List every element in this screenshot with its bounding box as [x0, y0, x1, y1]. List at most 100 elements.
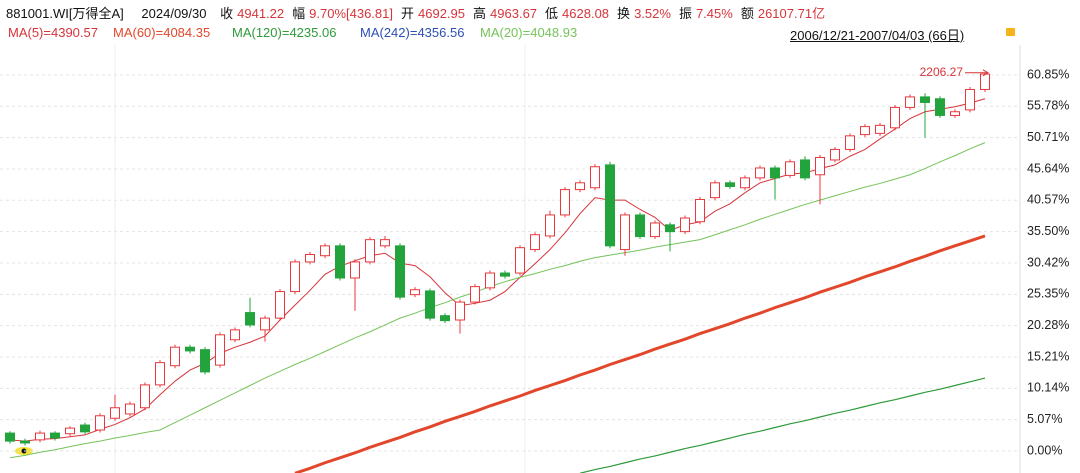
- candle-body: [545, 214, 555, 237]
- quote-value: 26107.71亿: [757, 6, 826, 21]
- legend-entry: MA(5)=4390.57: [8, 25, 98, 40]
- legend-entry: MA(120)=4235.06: [232, 25, 337, 40]
- quote-key: 幅: [292, 6, 306, 21]
- candle-body: [650, 222, 660, 238]
- candle-body: [725, 182, 735, 188]
- candle-body: [245, 312, 255, 326]
- date-range[interactable]: 2006/12/21-2007/04/03 (66日): [790, 28, 965, 43]
- candle-body: [35, 432, 45, 441]
- candle-body: [5, 432, 15, 442]
- plot-area: [5, 72, 990, 473]
- legend-entry: MA(60)=4084.35: [113, 25, 211, 40]
- annotation-arrowhead: [982, 69, 989, 77]
- candle-body: [230, 329, 240, 341]
- candle-body: [605, 164, 615, 247]
- candle-body: [620, 214, 630, 251]
- candle-body: [575, 182, 585, 191]
- candle-body: [860, 126, 870, 136]
- quote-value: 9.70%[436.81]: [309, 6, 393, 21]
- candle-body: [410, 289, 420, 296]
- y-tick-label: 55.78%: [1027, 99, 1069, 113]
- y-tick-label: 40.57%: [1027, 193, 1069, 207]
- candle-body: [695, 198, 705, 223]
- legend-entry: MA(242)=4356.56: [360, 25, 465, 40]
- y-tick-label: 50.71%: [1027, 130, 1069, 144]
- candle-body: [335, 245, 345, 279]
- y-tick-label: 25.35%: [1027, 287, 1069, 301]
- date: 2024/09/30: [141, 6, 207, 21]
- candle-body: [95, 415, 105, 431]
- candle-body: [770, 167, 780, 179]
- candle-body: [935, 98, 945, 116]
- candle-body: [830, 148, 840, 161]
- candle-body: [515, 247, 525, 274]
- candle-body: [20, 440, 30, 444]
- candle-body: [50, 432, 60, 439]
- quote-value: 4963.67: [490, 6, 538, 21]
- candle-body: [380, 239, 390, 247]
- candle-body: [425, 290, 435, 319]
- candle-body: [305, 253, 315, 263]
- y-tick-label: 60.85%: [1027, 67, 1069, 81]
- y-tick-label: 30.42%: [1027, 255, 1069, 269]
- y-tick-label: 20.28%: [1027, 318, 1069, 332]
- candle-body: [440, 315, 450, 322]
- candle-body: [530, 234, 540, 251]
- candle-body: [350, 261, 360, 279]
- candle-body: [950, 111, 960, 116]
- candle-body: [710, 182, 720, 199]
- candle-body: [815, 156, 825, 176]
- y-tick-label: 35.50%: [1027, 224, 1069, 238]
- candle-body: [155, 362, 165, 386]
- candle-body: [80, 424, 90, 433]
- candle-body: [680, 217, 690, 233]
- legend-entry: MA(20)=4048.93: [480, 25, 578, 40]
- candle-body: [185, 346, 195, 352]
- y-tick-label: 10.14%: [1027, 381, 1069, 395]
- candle-body: [125, 403, 135, 415]
- quote-key: 低: [545, 6, 559, 21]
- candle-body: [110, 407, 120, 419]
- y-tick-label: 15.21%: [1027, 349, 1069, 363]
- candle-body: [500, 272, 510, 277]
- candle-body: [290, 261, 300, 293]
- candle-body: [785, 161, 795, 176]
- quote-key: 开: [401, 6, 415, 21]
- candle-body: [965, 88, 975, 111]
- quote-key: 收: [220, 6, 234, 21]
- y-tick-label: 5.07%: [1027, 412, 1062, 426]
- candle-body: [65, 427, 75, 435]
- candle-body: [200, 349, 210, 373]
- candle-body: [140, 384, 150, 409]
- candle-body: [560, 189, 570, 216]
- candle-body: [470, 286, 480, 303]
- candle-body: [170, 346, 180, 367]
- candle-body: [275, 291, 285, 319]
- quote-key: 振: [678, 6, 692, 21]
- candle-body: [215, 334, 225, 366]
- y-tick-label: 0.00%: [1027, 443, 1062, 457]
- lock-icon[interactable]: [1006, 28, 1015, 36]
- ma-line: [9, 142, 986, 459]
- candle-body: [635, 214, 645, 238]
- quote-key: 换: [617, 6, 631, 21]
- ma-line: [579, 377, 986, 473]
- candle-body: [320, 245, 330, 257]
- candle-body: [260, 317, 270, 331]
- candle-body: [590, 166, 600, 189]
- candle-body: [980, 73, 990, 90]
- candle-body: [890, 106, 900, 129]
- candle-body: [365, 239, 375, 263]
- candle-body: [755, 167, 765, 179]
- candle-body: [455, 301, 465, 321]
- ma-line: [294, 234, 986, 473]
- candle-body: [395, 245, 405, 298]
- candle-body: [875, 124, 885, 134]
- candle-body: [740, 177, 750, 189]
- candle-body: [665, 224, 675, 233]
- quote-value: 4692.95: [418, 6, 466, 21]
- quote-value: 3.52%: [634, 6, 671, 21]
- quote-key: 额: [740, 6, 754, 21]
- quote-value: 7.45%: [695, 6, 733, 21]
